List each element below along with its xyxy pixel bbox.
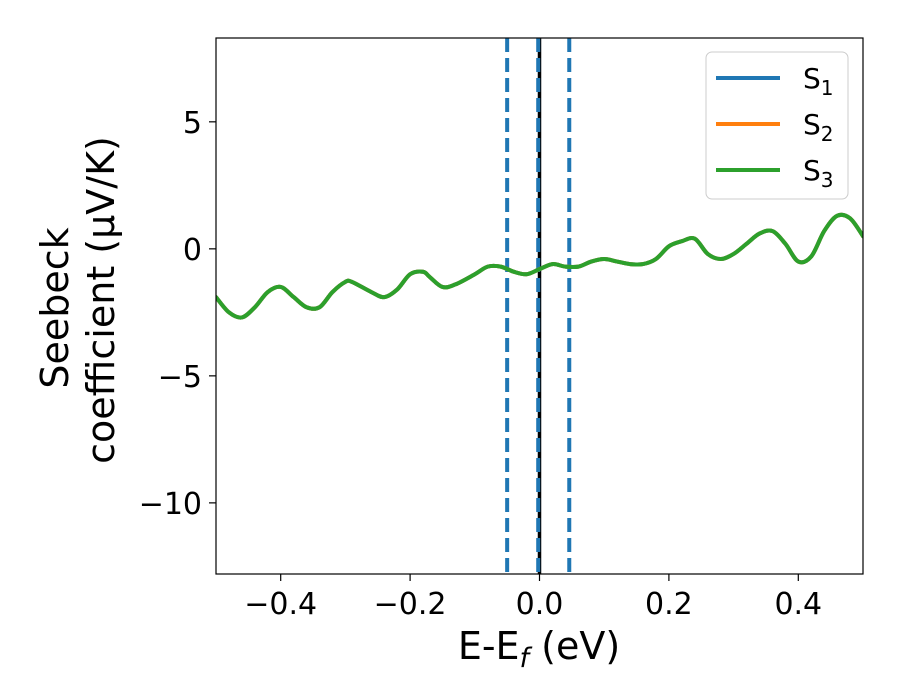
y-axis-title-line1: Seebeck: [33, 227, 77, 388]
y-axis: 5 0 −5 −10: [139, 106, 216, 522]
y-axis-title: Seebeck coefficient (μV/K): [33, 136, 123, 464]
x-tick-label: −0.2: [374, 587, 447, 622]
y-tick-label: 0: [183, 233, 202, 268]
y-tick-label: 5: [183, 106, 202, 141]
x-tick-label: −0.4: [244, 587, 317, 622]
x-axis-title: E-Ef (eV): [458, 624, 620, 674]
reference-lines: [505, 38, 572, 574]
series-line-3: [216, 212, 863, 320]
legend-label-1: S1: [803, 62, 834, 100]
legend: S1 S2 S3: [705, 51, 849, 200]
x-axis: −0.4 −0.2 0.0 0.2 0.4: [244, 574, 822, 622]
x-tick-label: 0.0: [516, 587, 564, 622]
y-tick-label: −5: [158, 360, 202, 395]
x-tick-label: 0.4: [774, 587, 822, 622]
legend-label-2: S2: [803, 108, 834, 146]
y-tick-label: −10: [139, 487, 202, 522]
y-axis-title-line2: coefficient (μV/K): [79, 136, 123, 464]
legend-label-3: S3: [803, 154, 834, 192]
series-lines: [216, 212, 863, 320]
x-tick-label: 0.2: [645, 587, 693, 622]
